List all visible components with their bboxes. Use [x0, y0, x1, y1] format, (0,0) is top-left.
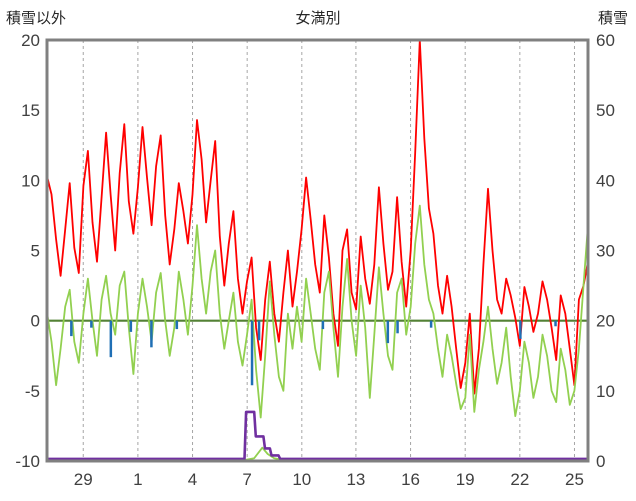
- right-axis-tick-label: 40: [596, 171, 615, 190]
- x-axis-tick-label: 4: [188, 470, 197, 489]
- temperature-red-line: [46, 39, 589, 395]
- snow-depth-purple-line: [47, 410, 588, 461]
- right-axis-tick-label: 20: [596, 312, 615, 331]
- x-axis-tick-label: 29: [74, 470, 93, 489]
- left-axis-tick-label: -5: [25, 382, 40, 401]
- left-axis-tick-label: 10: [21, 171, 40, 190]
- right-axis-title: 積雪: [597, 10, 628, 27]
- temperature-green-line: [46, 204, 589, 419]
- x-axis-tick-label: 16: [401, 470, 420, 489]
- right-axis-tick-label: 0: [596, 452, 605, 471]
- right-axis-tick-label: 60: [596, 31, 615, 50]
- x-axis-tick-label: 7: [242, 470, 251, 489]
- chart-title: 女満別: [295, 10, 341, 27]
- x-axis-tick-label: 1: [133, 470, 142, 489]
- x-axis-tick-label: 22: [510, 470, 529, 489]
- x-axis-tick-label: 25: [565, 470, 584, 489]
- right-axis-tick-label: 50: [596, 101, 615, 120]
- right-axis-tick-label: 30: [596, 242, 615, 261]
- left-axis-tick-label: 0: [31, 312, 40, 331]
- left-axis-tick-label: 15: [21, 101, 40, 120]
- x-axis-tick-label: 13: [346, 470, 365, 489]
- left-axis-tick-label: 20: [21, 31, 40, 50]
- x-axis-tick-label: 19: [456, 470, 475, 489]
- right-axis-tick-label: 10: [596, 382, 615, 401]
- plot-frame: [45, 38, 590, 463]
- x-axis-tick-label: 10: [292, 470, 311, 489]
- chart-header: 積雪以外 女満別 積雪: [0, 7, 636, 29]
- left-axis-title: 積雪以外: [6, 10, 67, 27]
- left-axis-tick-label: 5: [31, 242, 40, 261]
- left-axis-tick-label: -10: [15, 452, 40, 471]
